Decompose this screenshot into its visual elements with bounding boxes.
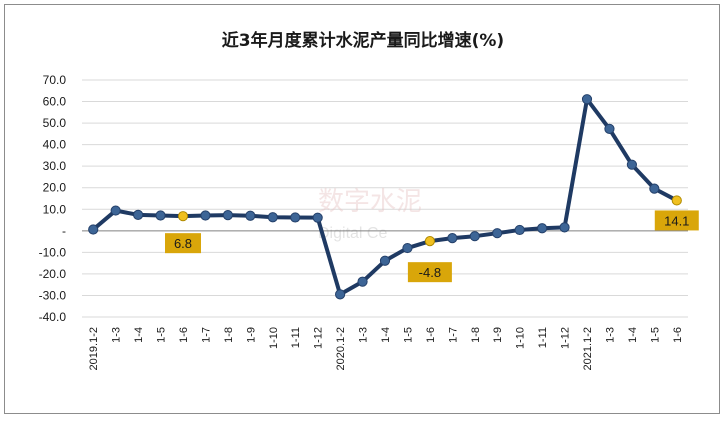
x-tick-label: 1-9 [245, 327, 257, 343]
x-tick-label: 1-6 [672, 327, 684, 343]
data-point [402, 242, 413, 254]
data-point [88, 224, 99, 235]
data-point [559, 222, 570, 233]
x-tick-label: 1-5 [649, 327, 661, 343]
x-tick-label: 1-7 [200, 327, 212, 343]
chart-title: 近3年月度累计水泥产量同比增速(%) [221, 31, 505, 51]
x-tick-label: 1-10 [268, 327, 280, 349]
x-tick-label: 1-3 [358, 327, 370, 343]
y-tick-label: 40.0 [43, 138, 67, 152]
x-tick-label: 1-3 [111, 327, 123, 343]
y-tick-label: 30.0 [43, 159, 67, 173]
x-tick-label: 1-10 [515, 327, 527, 349]
highlight-data-point [177, 211, 189, 222]
x-tick-label: 2019.1-2 [88, 327, 100, 370]
x-tick-label: 1-4 [133, 327, 145, 343]
data-point [469, 231, 480, 242]
data-points [88, 94, 682, 300]
data-label: 14.1 [664, 213, 689, 228]
data-point [312, 212, 323, 223]
y-tick-label: -20.0 [39, 267, 67, 281]
x-tick-label: 1-6 [178, 327, 190, 343]
x-tick-label: 1-8 [223, 327, 235, 343]
x-tick-label: 1-12 [560, 327, 572, 349]
data-point [133, 209, 144, 220]
y-tick-label: - [62, 224, 66, 238]
data-point [245, 210, 256, 221]
x-tick-label: 1-12 [313, 327, 325, 349]
data-point [537, 223, 548, 234]
y-tick-label: 70.0 [43, 73, 67, 87]
y-tick-labels: 70.0 60.0 50.0 40.0 30.0 20.0 10.0 - -10.0 -20.0 -… [39, 73, 67, 324]
y-tick-label: -30.0 [39, 288, 67, 302]
x-tick-label: 1-8 [470, 327, 482, 343]
data-point [290, 212, 301, 223]
data-point [379, 255, 391, 266]
data-point [581, 94, 593, 105]
data-point [447, 233, 458, 244]
x-tick-label: 1-6 [425, 327, 437, 343]
highlight-data-point [424, 236, 435, 247]
x-tick-label: 2020.1-2 [335, 327, 347, 370]
x-tick-label: 1-5 [156, 327, 168, 343]
watermark: 数字水泥 Digital Ce [318, 187, 422, 242]
highlight-data-point [671, 195, 682, 206]
x-tick-labels: 2019.1-2 1-3 1-4 1-5 1-6 1-7 1-8 1-9 1-10 1-11 1-1… [88, 327, 684, 370]
y-tick-label: -40.0 [39, 310, 67, 324]
data-label-box [165, 233, 201, 254]
data-label-box [654, 210, 699, 231]
watermark-logo-text: 数字水泥 [318, 187, 422, 217]
data-point [110, 205, 121, 216]
y-tick-label: 20.0 [43, 181, 67, 195]
data-point [267, 212, 278, 223]
data-point [604, 123, 615, 135]
x-tick-label: 1-11 [537, 327, 549, 348]
data-point [649, 183, 660, 194]
data-point [335, 289, 346, 300]
data-point [200, 210, 211, 221]
x-tick-label: 2021.1-2 [582, 327, 594, 370]
data-label: 6.8 [174, 236, 192, 251]
data-labels: 6.8 -4.8 14.1 [165, 210, 699, 283]
y-tick-label: -10.0 [39, 245, 67, 259]
x-tick-label: 1-11 [290, 327, 302, 348]
x-tick-label: 1-4 [627, 327, 639, 343]
y-tick-label: 50.0 [43, 116, 67, 130]
x-tick-label: 1-3 [604, 327, 616, 343]
x-tick-label: 1-7 [447, 327, 459, 343]
data-point [514, 224, 525, 236]
data-label: -4.8 [419, 265, 441, 280]
data-point [155, 210, 166, 221]
x-tick-label: 1-9 [492, 327, 504, 343]
data-point [626, 159, 637, 170]
data-label-box [407, 262, 452, 283]
data-point [222, 209, 233, 221]
y-tick-label: 10.0 [43, 202, 67, 216]
y-tick-label: 60.0 [43, 95, 67, 109]
watermark-sub-text: Digital Ce [318, 225, 387, 242]
x-tick-label: 1-4 [380, 327, 392, 343]
x-tick-label: 1-5 [402, 327, 414, 343]
data-point [492, 228, 503, 239]
data-point [357, 276, 368, 287]
